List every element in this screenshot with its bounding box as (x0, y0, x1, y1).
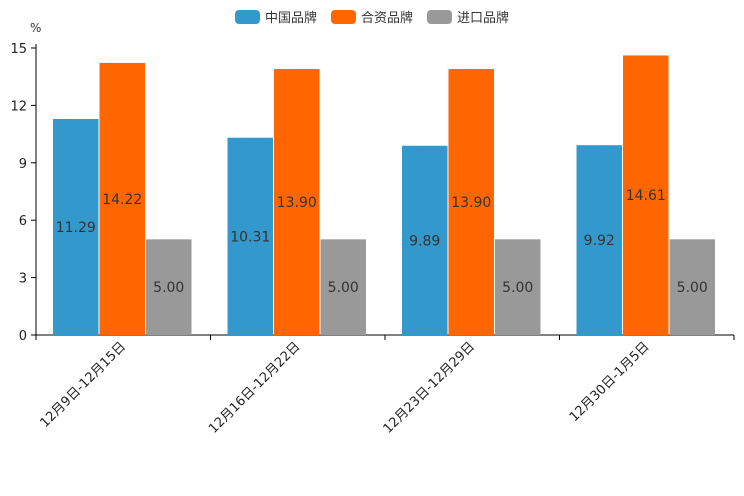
x-tick-label-1: 12月16日-12月22日 (206, 339, 303, 436)
legend: 中国品牌 合资品牌 进口品牌 (0, 7, 744, 26)
legend-label-joint-venture-brand: 合资品牌 (360, 11, 413, 26)
data-label-s2-c3: 5.00 (677, 280, 708, 296)
bar-s0-c0 (53, 118, 99, 335)
data-label-s2-c1: 5.00 (328, 280, 359, 296)
bar-s1-c1 (274, 69, 320, 336)
bar-s2-c3 (669, 239, 715, 335)
bar-s2-c0 (146, 239, 192, 335)
bar-s1-c3 (623, 55, 669, 335)
legend-item-imported-brand[interactable]: 进口品牌 (427, 7, 509, 26)
y-tick-label-2: 6 (19, 214, 27, 229)
data-label-s2-c2: 5.00 (502, 280, 533, 296)
data-label-s1-c3: 14.61 (626, 188, 666, 204)
y-tick-label-3: 9 (19, 157, 27, 172)
x-tick-label-2: 12月23日-12月29日 (381, 339, 478, 436)
data-label-s1-c1: 13.90 (277, 195, 317, 211)
data-label-s0-c1: 10.31 (230, 229, 270, 245)
x-tick-label-3: 12月30日-1月5日 (567, 339, 653, 425)
bar-s0-c3 (576, 145, 622, 335)
bar-s1-c0 (99, 62, 145, 335)
data-label-s0-c2: 9.89 (409, 233, 440, 249)
legend-swatch-china-brand (234, 9, 260, 24)
data-label-s1-c2: 13.90 (451, 195, 491, 211)
data-label-s2-c0: 5.00 (153, 280, 184, 296)
legend-item-china-brand[interactable]: 中国品牌 (234, 7, 317, 26)
bar-s0-c1 (227, 137, 273, 335)
y-tick-label-1: 3 (19, 272, 27, 287)
data-label-s0-c3: 9.92 (584, 233, 615, 249)
legend-item-joint-venture-brand[interactable]: 合资品牌 (330, 7, 413, 26)
y-tick-label-5: 15 (10, 42, 27, 57)
legend-swatch-joint-venture-brand (330, 9, 356, 24)
y-axis-unit: % (30, 21, 42, 35)
legend-label-china-brand: 中国品牌 (264, 11, 317, 26)
legend-label-imported-brand: 进口品牌 (457, 11, 510, 26)
data-label-s1-c0: 14.22 (102, 192, 142, 208)
y-tick-label-4: 12 (10, 99, 27, 114)
bar-s2-c2 (495, 239, 541, 335)
data-label-s0-c0: 11.29 (56, 220, 96, 236)
legend-swatch-imported-brand (427, 9, 452, 24)
bar-s0-c2 (402, 145, 448, 335)
y-tick-label-0: 0 (19, 329, 27, 344)
bar-s2-c1 (320, 239, 366, 335)
bar-s1-c2 (448, 69, 494, 336)
x-tick-label-0: 12月9日-12月15日 (37, 339, 129, 431)
